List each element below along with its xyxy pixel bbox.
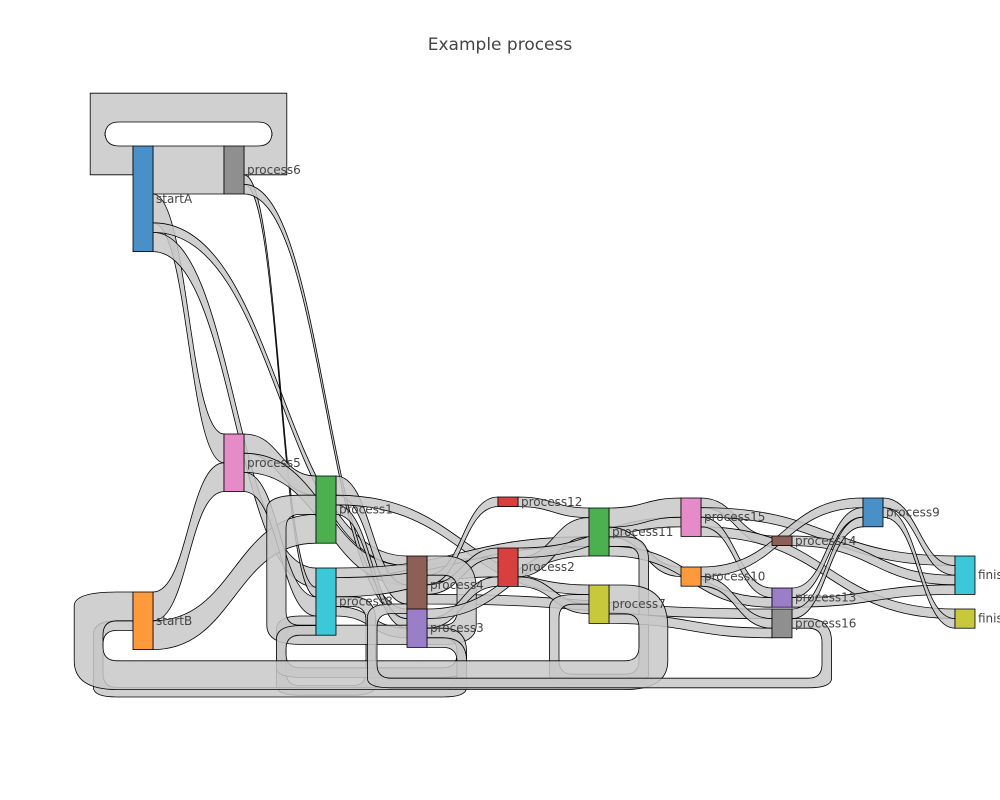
node-label-process2: process2 [521, 560, 575, 574]
node-label-process3: process3 [430, 621, 484, 635]
node-label-process12: process12 [521, 495, 582, 509]
link-process7-to-startB[interactable] [73, 584, 669, 690]
node-label-process5: process5 [247, 456, 301, 470]
node-process10[interactable] [680, 566, 702, 587]
node-finishB[interactable] [954, 555, 976, 595]
node-label-finishA: finishA [978, 612, 1000, 626]
node-finishA[interactable] [954, 608, 976, 629]
node-label-process16: process16 [795, 616, 856, 630]
node-process12[interactable] [497, 496, 519, 508]
node-process3[interactable] [406, 608, 428, 648]
link-process6-to-startA[interactable] [89, 92, 288, 176]
chart-title: Example process [428, 35, 573, 55]
node-label-process6: process6 [247, 163, 301, 177]
node-label-startB: startB [156, 614, 192, 628]
node-label-process7: process7 [612, 597, 666, 611]
node-process16[interactable] [771, 608, 793, 639]
nodes-layer [132, 145, 976, 650]
node-label-process1: process1 [339, 503, 393, 517]
node-label-process11: process11 [612, 525, 673, 539]
node-process13[interactable] [771, 587, 793, 608]
links-layer [73, 92, 956, 698]
link-startA-to-process6[interactable] [152, 145, 225, 195]
node-label-process8: process8 [339, 595, 393, 609]
node-label-process13: process13 [795, 591, 856, 605]
node-process11[interactable] [588, 507, 610, 557]
labels-layer: startA process6 process5 startB process1 proc… [156, 163, 1000, 635]
node-process8[interactable] [315, 567, 337, 636]
node-process5[interactable] [223, 433, 245, 492]
node-label-startA: startA [156, 192, 193, 206]
node-label-process9: process9 [886, 505, 940, 519]
node-process9[interactable] [862, 497, 884, 528]
node-process15[interactable] [680, 497, 702, 537]
node-label-process15: process15 [704, 510, 765, 524]
node-label-finishB: finishB [978, 568, 1000, 582]
node-process4[interactable] [406, 555, 428, 614]
node-label-process4: process4 [430, 578, 484, 592]
node-process1[interactable] [315, 475, 337, 544]
node-process6[interactable] [223, 145, 245, 195]
node-label-process14: process14 [795, 534, 856, 548]
node-startB[interactable] [132, 591, 154, 650]
node-process14[interactable] [771, 535, 793, 547]
node-process2[interactable] [497, 547, 519, 587]
node-process7[interactable] [588, 584, 610, 624]
node-label-process10: process10 [704, 570, 765, 584]
node-startA[interactable] [132, 145, 154, 252]
